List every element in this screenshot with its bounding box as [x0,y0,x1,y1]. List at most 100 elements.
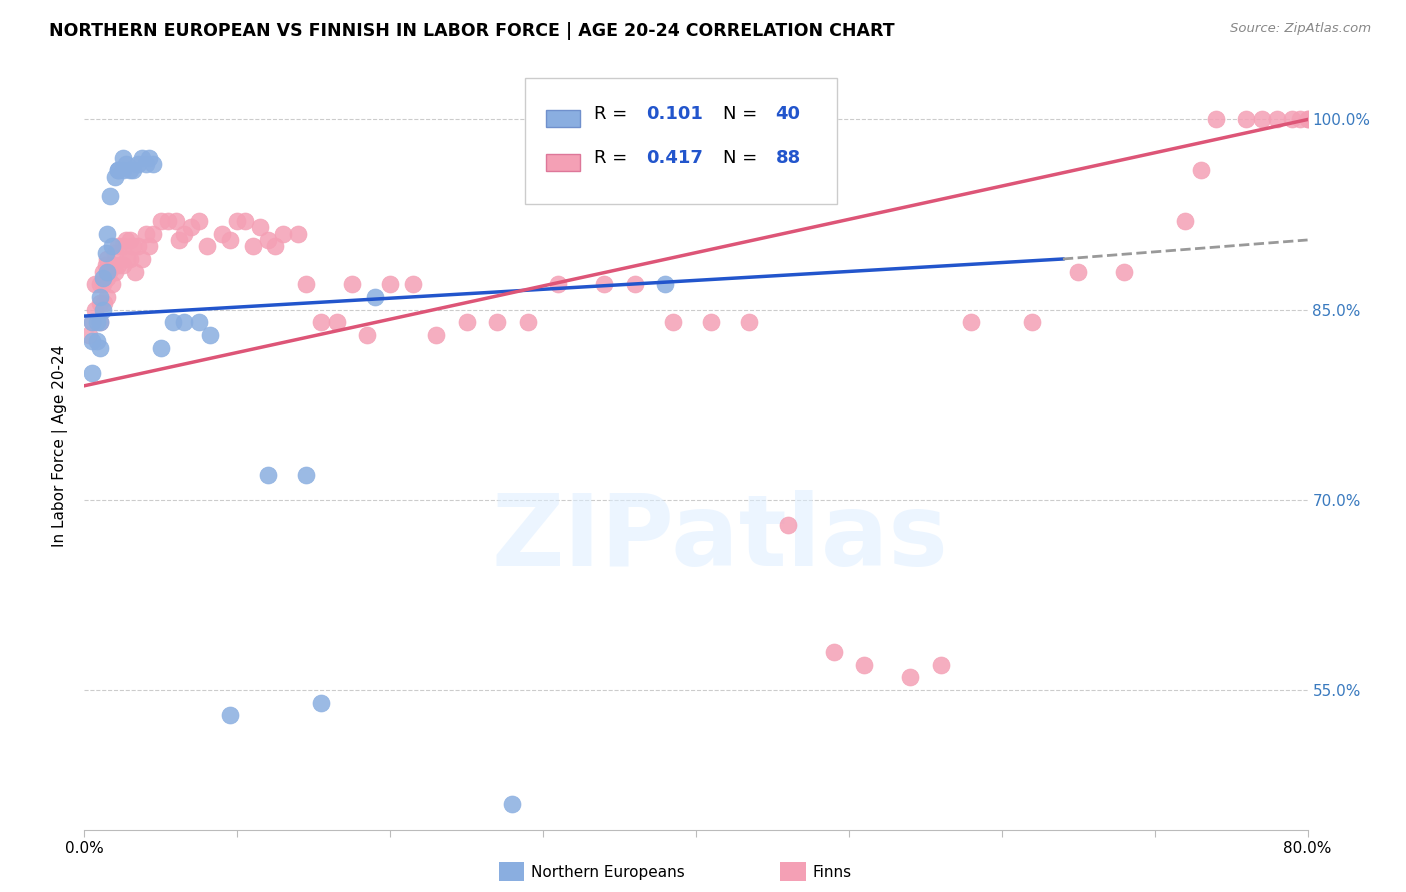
Point [486,315,509,329]
Point [325,315,347,329]
Point [107,163,129,178]
Point [654,277,676,292]
Point [120,163,142,178]
Point [1250,112,1272,127]
Point [1296,112,1319,127]
Point [142,157,165,171]
Point [195,239,218,253]
Point [131,252,153,266]
Point [91,265,114,279]
Point [111,163,134,178]
Text: Finns: Finns [813,865,852,880]
Point [1021,315,1043,329]
Point [662,315,685,329]
Point [1236,112,1258,127]
Point [89,290,111,304]
Point [101,258,124,272]
Point [96,290,118,304]
Text: N =: N = [723,149,763,168]
Text: Source: ZipAtlas.com: Source: ZipAtlas.com [1230,22,1371,36]
Text: 0.417: 0.417 [645,149,703,168]
Text: ZIPatlas: ZIPatlas [492,490,949,587]
Point [111,239,134,253]
Point [340,277,363,292]
Point [162,315,184,329]
Y-axis label: In Labor Force | Age 20-24: In Labor Force | Age 20-24 [52,345,69,547]
Point [127,239,149,253]
Point [89,315,111,329]
Point [135,227,157,241]
Point [1289,112,1312,127]
Point [776,518,799,533]
Point [1205,112,1227,127]
Point [80,334,103,349]
Point [97,265,120,279]
Point [356,328,378,343]
Point [96,252,118,266]
Point [165,214,187,228]
Point [122,163,145,178]
Point [364,290,387,304]
Point [107,163,129,178]
Point [91,271,114,285]
Point [127,157,149,171]
Point [86,334,108,349]
Point [80,315,103,329]
Point [1296,112,1319,127]
Point [111,258,134,272]
Point [593,277,616,292]
Point [107,239,129,253]
Point [1067,265,1090,279]
Point [1114,265,1136,279]
Point [131,151,153,165]
Point [107,258,129,272]
Text: N =: N = [723,105,763,123]
Point [89,296,111,310]
Point [104,265,127,279]
Point [1174,214,1197,228]
Bar [546,154,579,171]
Point [104,245,127,260]
Point [456,315,478,329]
Point [80,366,103,380]
Text: 88: 88 [776,149,801,168]
Point [295,467,318,482]
Point [167,233,190,247]
Point [114,233,136,247]
Point [242,239,264,253]
Point [138,151,160,165]
Point [271,227,294,241]
Point [1265,112,1288,127]
Text: R =: R = [595,105,634,123]
Point [86,315,108,329]
Point [218,233,240,247]
Point [823,645,845,659]
Text: 0.101: 0.101 [645,105,703,123]
Point [402,277,425,292]
Point [122,239,145,253]
Point [89,315,111,329]
Point [120,252,142,266]
Text: Northern Europeans: Northern Europeans [531,865,685,880]
Bar [546,110,579,127]
Point [84,277,107,292]
Point [91,277,114,292]
Text: 40: 40 [776,105,800,123]
Point [91,302,114,317]
Point [960,315,983,329]
Point [249,220,271,235]
Point [173,315,195,329]
Point [135,157,157,171]
Point [624,277,647,292]
Point [502,797,524,812]
Point [124,265,146,279]
Point [149,341,172,355]
Point [89,341,111,355]
Point [516,315,538,329]
Point [96,227,118,241]
Point [198,328,221,343]
Point [188,214,211,228]
Point [142,227,165,241]
Text: NORTHERN EUROPEAN VS FINNISH IN LABOR FORCE | AGE 20-24 CORRELATION CHART: NORTHERN EUROPEAN VS FINNISH IN LABOR FO… [49,22,894,40]
Point [1281,112,1303,127]
